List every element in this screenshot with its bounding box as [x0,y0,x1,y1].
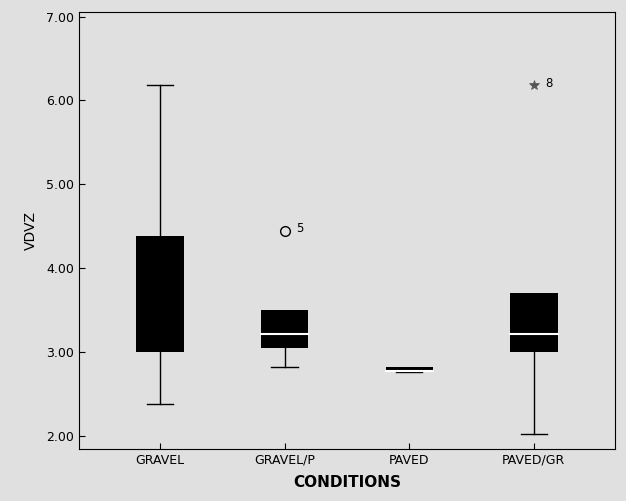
Y-axis label: VDVZ: VDVZ [24,211,38,250]
Bar [510,294,558,352]
Bar [136,236,183,352]
Text: 8: 8 [545,77,553,90]
X-axis label: CONDITIONS: CONDITIONS [293,475,401,490]
Bar [261,310,308,348]
Bar [386,367,433,372]
Text: 5: 5 [295,222,303,235]
